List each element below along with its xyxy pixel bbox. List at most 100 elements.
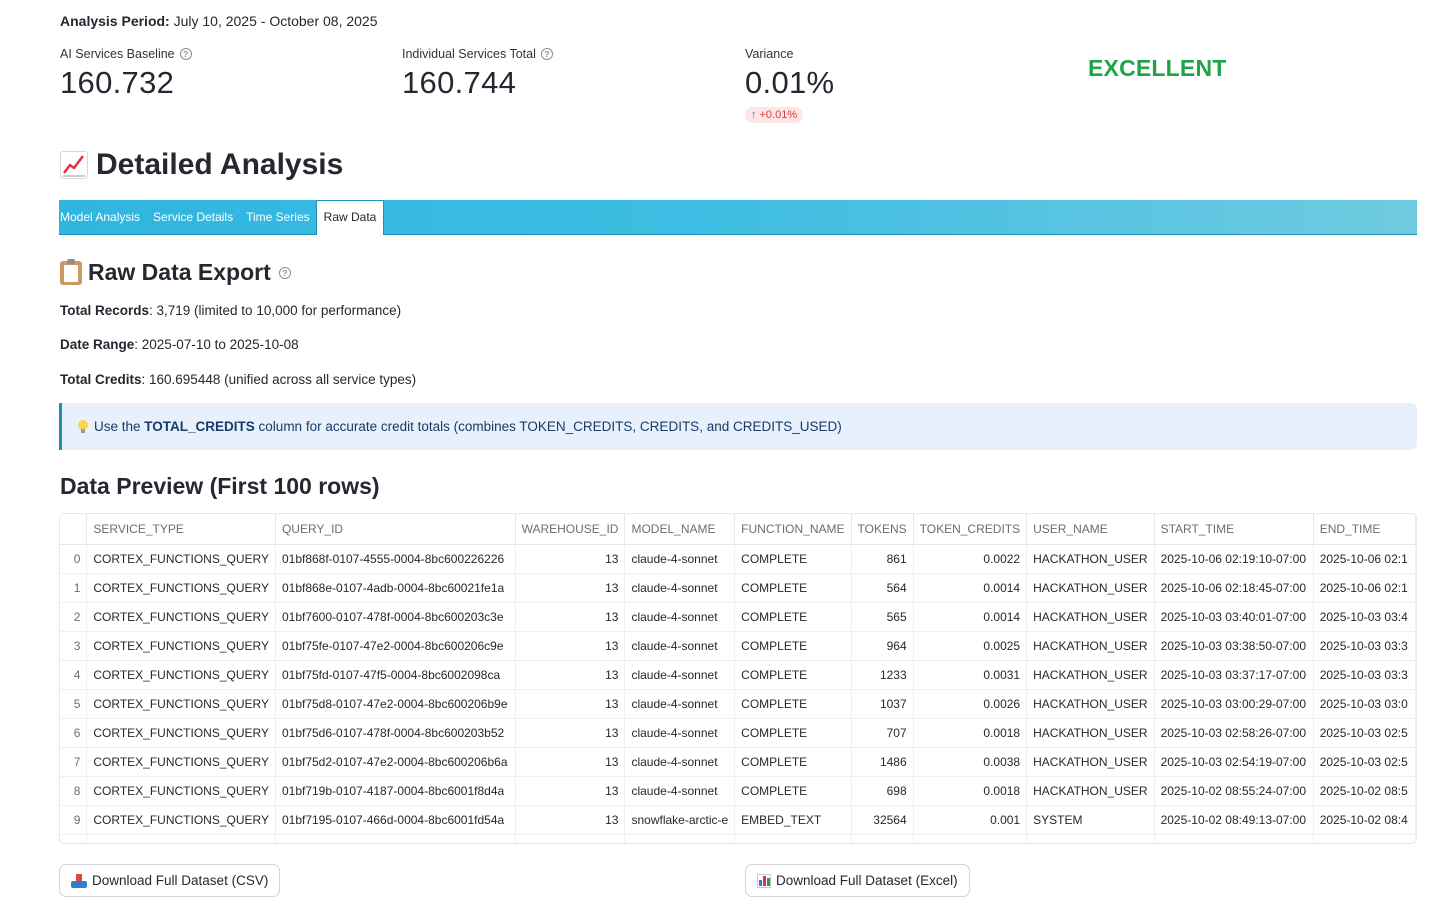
date-range: Date Range: 2025-07-10 to 2025-10-08	[60, 337, 299, 352]
row-index-cell: 6	[60, 718, 88, 748]
download-csv-button[interactable]: Download Full Dataset (CSV)	[59, 864, 281, 897]
table-cell: 0.0014	[913, 573, 1028, 603]
metric-value: 160.732	[60, 65, 175, 100]
table-cell	[1154, 834, 1314, 843]
table-cell	[913, 834, 1028, 843]
delta-value: +0.01%	[759, 109, 798, 121]
table-cell: COMPLETE	[734, 776, 852, 806]
table-cell: snowflake-arctic-e	[624, 805, 736, 835]
table-cell: 2025-10-03 03:0	[1313, 689, 1416, 719]
table-cell: 2025-10-02 08:55:24-07:00	[1154, 776, 1314, 806]
table-row[interactable]: 2 CORTEX_FUNCTIONS_QUERY 01bf7600-0107-478…	[60, 602, 1416, 632]
column-header-user-name[interactable]: USER_NAME	[1026, 514, 1155, 545]
column-header-token-credits[interactable]: TOKEN_CREDITS	[913, 514, 1028, 545]
table-cell: claude-4-sonnet	[624, 631, 736, 661]
table-row[interactable]: 5 CORTEX_FUNCTIONS_QUERY 01bf75d8-0107-47e…	[60, 689, 1416, 719]
table-cell: 2025-10-02 08:49:13-07:00	[1154, 805, 1314, 835]
help-icon[interactable]: ?	[278, 266, 291, 279]
table-cell: 13	[515, 631, 626, 661]
table-cell: 13	[515, 660, 626, 690]
tab-model-analysis[interactable]: Model Analysis	[60, 210, 141, 224]
table-cell: 13	[515, 718, 626, 748]
table-cell: 2025-10-06 02:1	[1313, 544, 1416, 574]
table-cell: SYSTEM	[1026, 834, 1155, 843]
table-cell: 2025-10-03 03:4	[1313, 602, 1416, 632]
table-row[interactable]: 3 CORTEX_FUNCTIONS_QUERY 01bf75fe-0107-47e…	[60, 631, 1416, 661]
table-row[interactable]: 6 CORTEX_FUNCTIONS_QUERY 01bf75d6-0107-478…	[60, 718, 1416, 748]
table-cell: 2025-10-03 02:54:19-07:00	[1154, 747, 1314, 777]
info-callout: Use the TOTAL_CREDITS column for accurat…	[59, 403, 1417, 450]
table-cell: HACKATHON_USER	[1026, 689, 1155, 719]
table-cell: 13	[515, 573, 626, 603]
table-cell: 0.0018	[913, 776, 1028, 806]
table-cell: 0.0026	[913, 689, 1028, 719]
table-cell: claude-4-sonnet	[624, 776, 736, 806]
column-header-warehouse-id[interactable]: WAREHOUSE_ID	[515, 514, 626, 545]
table-row[interactable]: 10CORTEX_FUNCTIONS_QUERY 13 SYSTEM	[60, 834, 1416, 843]
column-header-model-name[interactable]: MODEL_NAME	[624, 514, 736, 545]
table-cell	[1313, 834, 1416, 843]
column-header-service-type[interactable]: SERVICE_TYPE	[86, 514, 276, 545]
analysis-period-label: Analysis Period:	[60, 13, 170, 29]
table-cell: 0.0014	[913, 602, 1028, 632]
table-row[interactable]: 7 CORTEX_FUNCTIONS_QUERY 01bf75d2-0107-47e…	[60, 747, 1416, 777]
table-cell: 1233	[851, 660, 914, 690]
table-cell: 01bf75d2-0107-47e2-0004-8bc600206b6a	[275, 747, 516, 777]
download-excel-button[interactable]: Download Full Dataset (Excel)	[745, 864, 970, 897]
table-row[interactable]: 0 CORTEX_FUNCTIONS_QUERY 01bf868f-0107-455…	[60, 544, 1416, 574]
table-cell: 01bf75fe-0107-47e2-0004-8bc600206c9e	[275, 631, 516, 661]
column-header-start-time[interactable]: START_TIME	[1154, 514, 1314, 545]
table-cell: claude-4-sonnet	[624, 660, 736, 690]
table-cell: COMPLETE	[734, 718, 852, 748]
chart-increasing-icon	[60, 151, 88, 179]
row-index-cell: 2	[60, 602, 88, 632]
metric-individual-services-total: Individual Services Total ? 160.744	[402, 46, 553, 101]
table-cell: 2025-10-03 03:38:50-07:00	[1154, 631, 1314, 661]
table-cell: 01bf719b-0107-4187-0004-8bc6001f8d4a	[275, 776, 516, 806]
table-cell: 01bf7195-0107-466d-0004-8bc6001fd54a	[275, 805, 516, 835]
table-row[interactable]: 9 CORTEX_FUNCTIONS_QUERY 01bf7195-0107-466…	[60, 805, 1416, 835]
table-row[interactable]: 8 CORTEX_FUNCTIONS_QUERY 01bf719b-0107-418…	[60, 776, 1416, 806]
column-header-function-name[interactable]: FUNCTION_NAME	[734, 514, 852, 545]
table-cell: 564	[851, 573, 914, 603]
help-icon[interactable]: ?	[540, 48, 553, 60]
callout-strong: TOTAL_CREDITS	[144, 419, 255, 434]
table-row[interactable]: 4 CORTEX_FUNCTIONS_QUERY 01bf75fd-0107-47f…	[60, 660, 1416, 690]
row-index-cell: 5	[60, 689, 88, 719]
row-index-cell: 9	[60, 805, 88, 835]
table-cell: 01bf7600-0107-478f-0004-8bc600203c3e	[275, 602, 516, 632]
column-header-tokens[interactable]: TOKENS	[851, 514, 914, 545]
column-header-query-id[interactable]: QUERY_ID	[275, 514, 516, 545]
delta-badge: ↑ +0.01%	[745, 107, 804, 123]
inbox-tray-icon	[71, 873, 87, 888]
table-cell: 2025-10-06 02:1	[1313, 573, 1416, 603]
table-cell: 13	[515, 602, 626, 632]
tab-time-series[interactable]: Time Series	[246, 210, 310, 224]
column-header-end-time[interactable]: END_TIME	[1313, 514, 1416, 545]
table-cell: 01bf75fd-0107-47f5-0004-8bc6002098ca	[275, 660, 516, 690]
table-cell: claude-4-sonnet	[624, 602, 736, 632]
table-cell: 2025-10-03 03:3	[1313, 631, 1416, 661]
tab-service-details[interactable]: Service Details	[153, 210, 234, 224]
table-cell: CORTEX_FUNCTIONS_QUERY	[86, 689, 276, 719]
table-row[interactable]: 1 CORTEX_FUNCTIONS_QUERY 01bf868e-0107-4ad…	[60, 573, 1416, 603]
column-header-index[interactable]	[60, 514, 88, 545]
table-cell: 698	[851, 776, 914, 806]
table-cell: 1037	[851, 689, 914, 719]
table-cell: 01bf868e-0107-4adb-0004-8bc60021fe1a	[275, 573, 516, 603]
table-cell: 2025-10-03 03:00:29-07:00	[1154, 689, 1314, 719]
tab-raw-data[interactable]: Raw Data	[316, 200, 384, 235]
table-cell: 13	[515, 747, 626, 777]
total-records-label: Total Records	[60, 303, 150, 318]
table-cell: 13	[515, 805, 626, 835]
help-icon[interactable]: ?	[179, 48, 192, 60]
table-cell: 0.0022	[913, 544, 1028, 574]
table-cell: CORTEX_FUNCTIONS_QUERY	[86, 602, 276, 632]
table-cell: 01bf868f-0107-4555-0004-8bc600226226	[275, 544, 516, 574]
total-records-value: : 3,719 (limited to 10,000 for performan…	[149, 303, 402, 318]
table-cell: 0.0038	[913, 747, 1028, 777]
table-cell: HACKATHON_USER	[1026, 631, 1155, 661]
arrow-up-icon: ↑	[751, 109, 757, 121]
data-preview-table[interactable]: SERVICE_TYPE QUERY_ID WAREHOUSE_ID MODEL_NA…	[59, 513, 1417, 844]
lightbulb-icon	[78, 419, 88, 434]
